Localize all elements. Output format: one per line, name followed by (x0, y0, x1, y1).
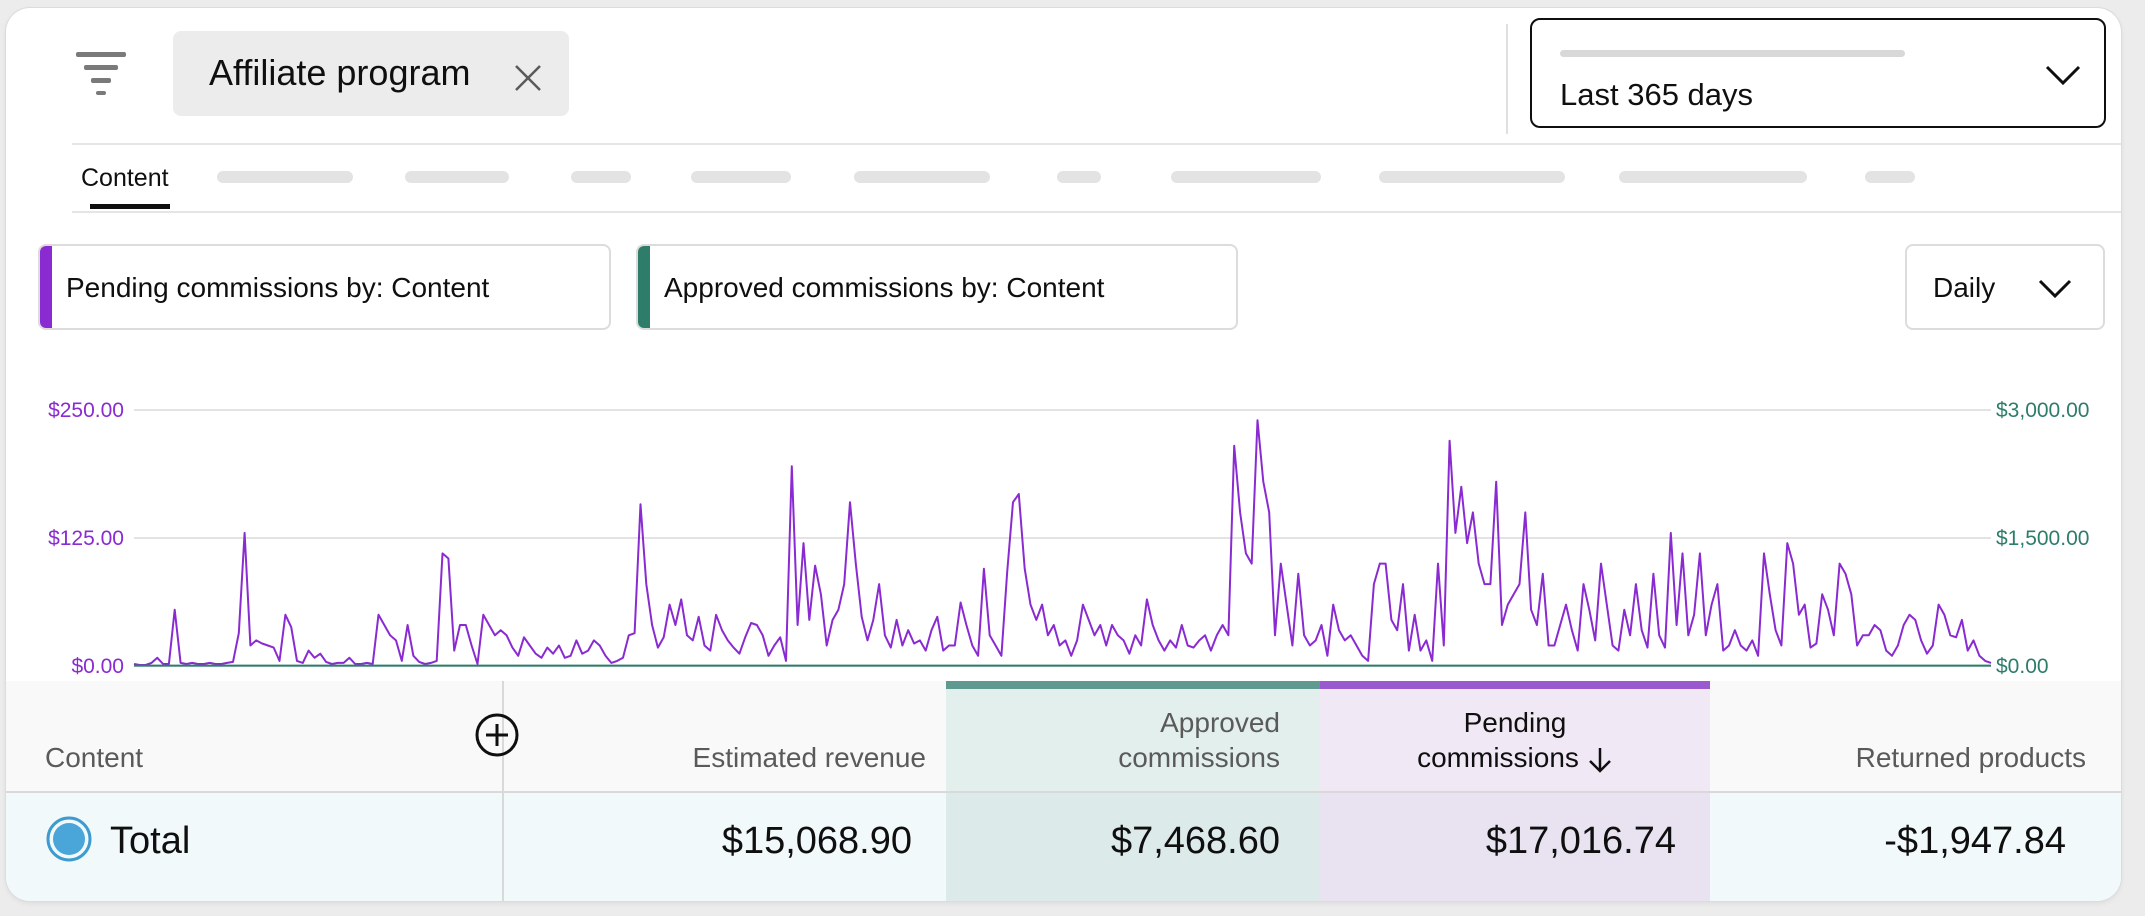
tab-placeholder[interactable] (854, 171, 990, 183)
left-axis-tick: $250.00 (48, 399, 124, 422)
approved-metric-label: Approved commissions by: Content (664, 272, 1105, 303)
total-row-radio[interactable] (46, 816, 92, 862)
total-pending-commissions: $17,016.74 (1485, 820, 1676, 862)
pending-header-line1: Pending (1463, 707, 1567, 738)
pending-commissions-line (133, 419, 1992, 666)
filter-chip-label: Affiliate program (209, 52, 471, 93)
tab-placeholder[interactable] (571, 171, 631, 183)
pending-metric-selector[interactable]: Pending commissions by: Content (38, 244, 611, 330)
approved-column-header-bg (946, 681, 1320, 793)
total-estimated-revenue: $15,068.90 (721, 820, 912, 862)
approved-column-cell-bg (946, 793, 1320, 901)
arrow-down-icon[interactable] (1587, 746, 1613, 774)
total-returned-products: -$1,947.84 (1884, 820, 2066, 862)
close-icon[interactable] (513, 63, 543, 93)
filter-chip[interactable]: Affiliate program (173, 31, 569, 116)
filter-icon[interactable] (76, 52, 126, 96)
chevron-down-icon (2038, 279, 2072, 299)
granularity-label: Daily (1933, 272, 1996, 303)
content-column-header[interactable]: Content (45, 742, 144, 773)
commissions-line-chart: $250.00 $3,000.00 $125.00 $1,500.00 $0.00 $0.… (48, 399, 2089, 678)
left-axis-tick: $125.00 (48, 527, 124, 550)
tab-placeholder[interactable] (1171, 171, 1321, 183)
tab-placeholder[interactable] (1057, 171, 1101, 183)
tab-placeholder[interactable] (1619, 171, 1807, 183)
period-placeholder-bar (1560, 50, 1905, 57)
approved-commissions-column-header[interactable]: Approved commissions (966, 705, 1280, 775)
right-axis-tick: $1,500.00 (1996, 527, 2089, 550)
left-axis-tick: $0.00 (71, 655, 124, 678)
header-separator (72, 143, 2121, 145)
pending-metric-label: Pending commissions by: Content (66, 272, 490, 303)
pending-color-stripe (40, 246, 52, 328)
pending-column-cell-bg (1320, 793, 1710, 901)
granularity-selector[interactable]: Daily (1905, 244, 2105, 330)
add-column-icon[interactable] (474, 712, 520, 758)
approved-header-line1: Approved (1160, 707, 1280, 738)
approved-header-line2: commissions (1118, 742, 1280, 773)
approved-metric-selector[interactable]: Approved commissions by: Content (636, 244, 1238, 330)
tab-active-indicator (90, 204, 170, 209)
returned-products-column-header[interactable]: Returned products (1855, 742, 2086, 773)
pending-column-header-bg (1320, 681, 1710, 793)
right-axis-tick: $0.00 (1996, 655, 2049, 678)
pending-header-line2: commissions (1417, 742, 1579, 773)
chevron-down-icon (2045, 65, 2081, 86)
tabs-separator (72, 211, 2121, 213)
approved-color-stripe (638, 246, 650, 328)
tab-placeholder[interactable] (217, 171, 353, 183)
period-selector[interactable]: Last 365 days (1530, 18, 2106, 128)
column-divider (502, 681, 504, 901)
tab-placeholder[interactable] (405, 171, 509, 183)
header-divider (1506, 24, 1508, 134)
total-approved-commissions: $7,468.60 (1110, 820, 1280, 862)
approved-column-indicator (946, 681, 1320, 689)
affiliate-analytics-card: Affiliate program Last 365 days Content … (6, 8, 2121, 901)
tab-placeholder[interactable] (691, 171, 791, 183)
row-divider (6, 791, 2121, 793)
right-axis-tick: $3,000.00 (1996, 399, 2089, 422)
pending-column-indicator (1320, 681, 1710, 689)
tab-placeholder[interactable] (1379, 171, 1565, 183)
period-label: Last 365 days (1560, 77, 1754, 112)
estimated-revenue-column-header[interactable]: Estimated revenue (692, 742, 926, 773)
total-row-label: Total (110, 820, 191, 862)
tab-placeholder[interactable] (1865, 171, 1915, 183)
tab-content[interactable]: Content (81, 164, 169, 192)
pending-commissions-column-header[interactable]: Pending commissions (1320, 705, 1710, 775)
